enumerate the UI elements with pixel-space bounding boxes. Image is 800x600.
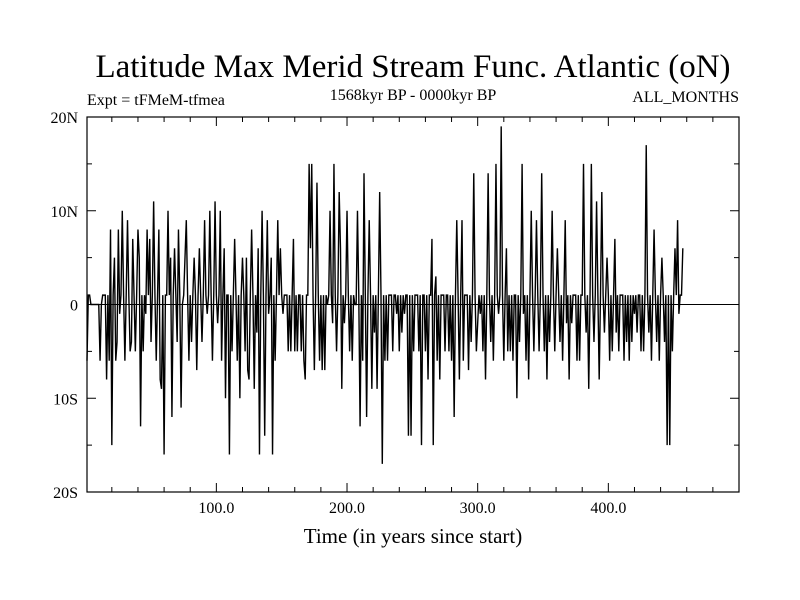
y-tick-label: 10S bbox=[53, 391, 78, 408]
x-tick-label: 200.0 bbox=[329, 500, 365, 517]
x-tick-label: 400.0 bbox=[590, 500, 626, 517]
period-label: 1568kyr BP - 0000kyr BP bbox=[330, 87, 497, 104]
x-axis-label: Time (in years since start) bbox=[304, 524, 523, 548]
series-line-0 bbox=[86, 126, 684, 464]
x-tick-label: 300.0 bbox=[460, 500, 496, 517]
y-tick-label: 0 bbox=[70, 298, 78, 315]
months-label: ALL_MONTHS bbox=[632, 89, 739, 106]
tick-labels: 20N 10N 0 10S 20S 100.0 200.0 300.0 400.0 bbox=[50, 110, 626, 517]
plot-area bbox=[86, 116, 740, 493]
chart-title: Latitude Max Merid Stream Func. Atlantic… bbox=[95, 49, 730, 85]
y-tick-label: 20S bbox=[53, 485, 78, 502]
experiment-label: Expt = tFMeM-tfmea bbox=[87, 92, 225, 109]
x-tick-label: 100.0 bbox=[198, 500, 234, 517]
y-tick-label: 10N bbox=[50, 204, 78, 221]
series-layer bbox=[86, 126, 684, 464]
y-tick-label: 20N bbox=[50, 110, 78, 127]
plot-frame bbox=[86, 116, 740, 493]
